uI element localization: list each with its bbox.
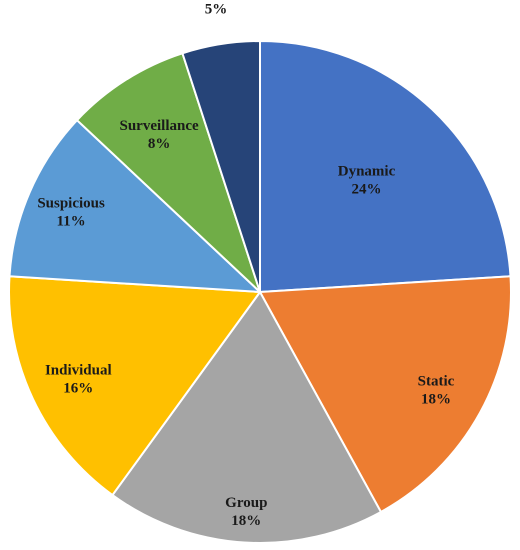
pie-slice-group: [111, 291, 382, 544]
slice-label-suspicious: Suspicious: [37, 195, 105, 211]
slice-label-dynamic: Dynamic: [338, 164, 396, 180]
pie-slice-individual: [8, 275, 261, 497]
slice-label-group: Group: [225, 495, 267, 511]
slice-value-group: 18%: [231, 513, 261, 529]
slice-label-surveillance: Surveillance: [120, 118, 200, 134]
slice-value-healthcare: 5%: [205, 1, 228, 17]
pie-slices: [8, 40, 512, 544]
slice-value-static: 18%: [421, 392, 451, 408]
pie-slice-surveillance: [76, 52, 261, 293]
slice-value-dynamic: 24%: [352, 182, 382, 198]
slice-value-suspicious: 11%: [57, 213, 86, 229]
pie-slice-dynamic: [259, 40, 512, 293]
pie-slice-healthcare: [181, 40, 261, 293]
pie-slice-static: [259, 275, 512, 513]
slice-label-individual: Individual: [45, 363, 112, 379]
pie-slice-suspicious: [8, 119, 261, 293]
slice-value-surveillance: 8%: [148, 136, 171, 152]
slice-value-individual: 16%: [63, 381, 93, 397]
slice-label-static: Static: [418, 374, 455, 390]
pie-labels: Dynamic 24% Static 18% Group 18% Individual 16%…: [37, 1, 455, 529]
